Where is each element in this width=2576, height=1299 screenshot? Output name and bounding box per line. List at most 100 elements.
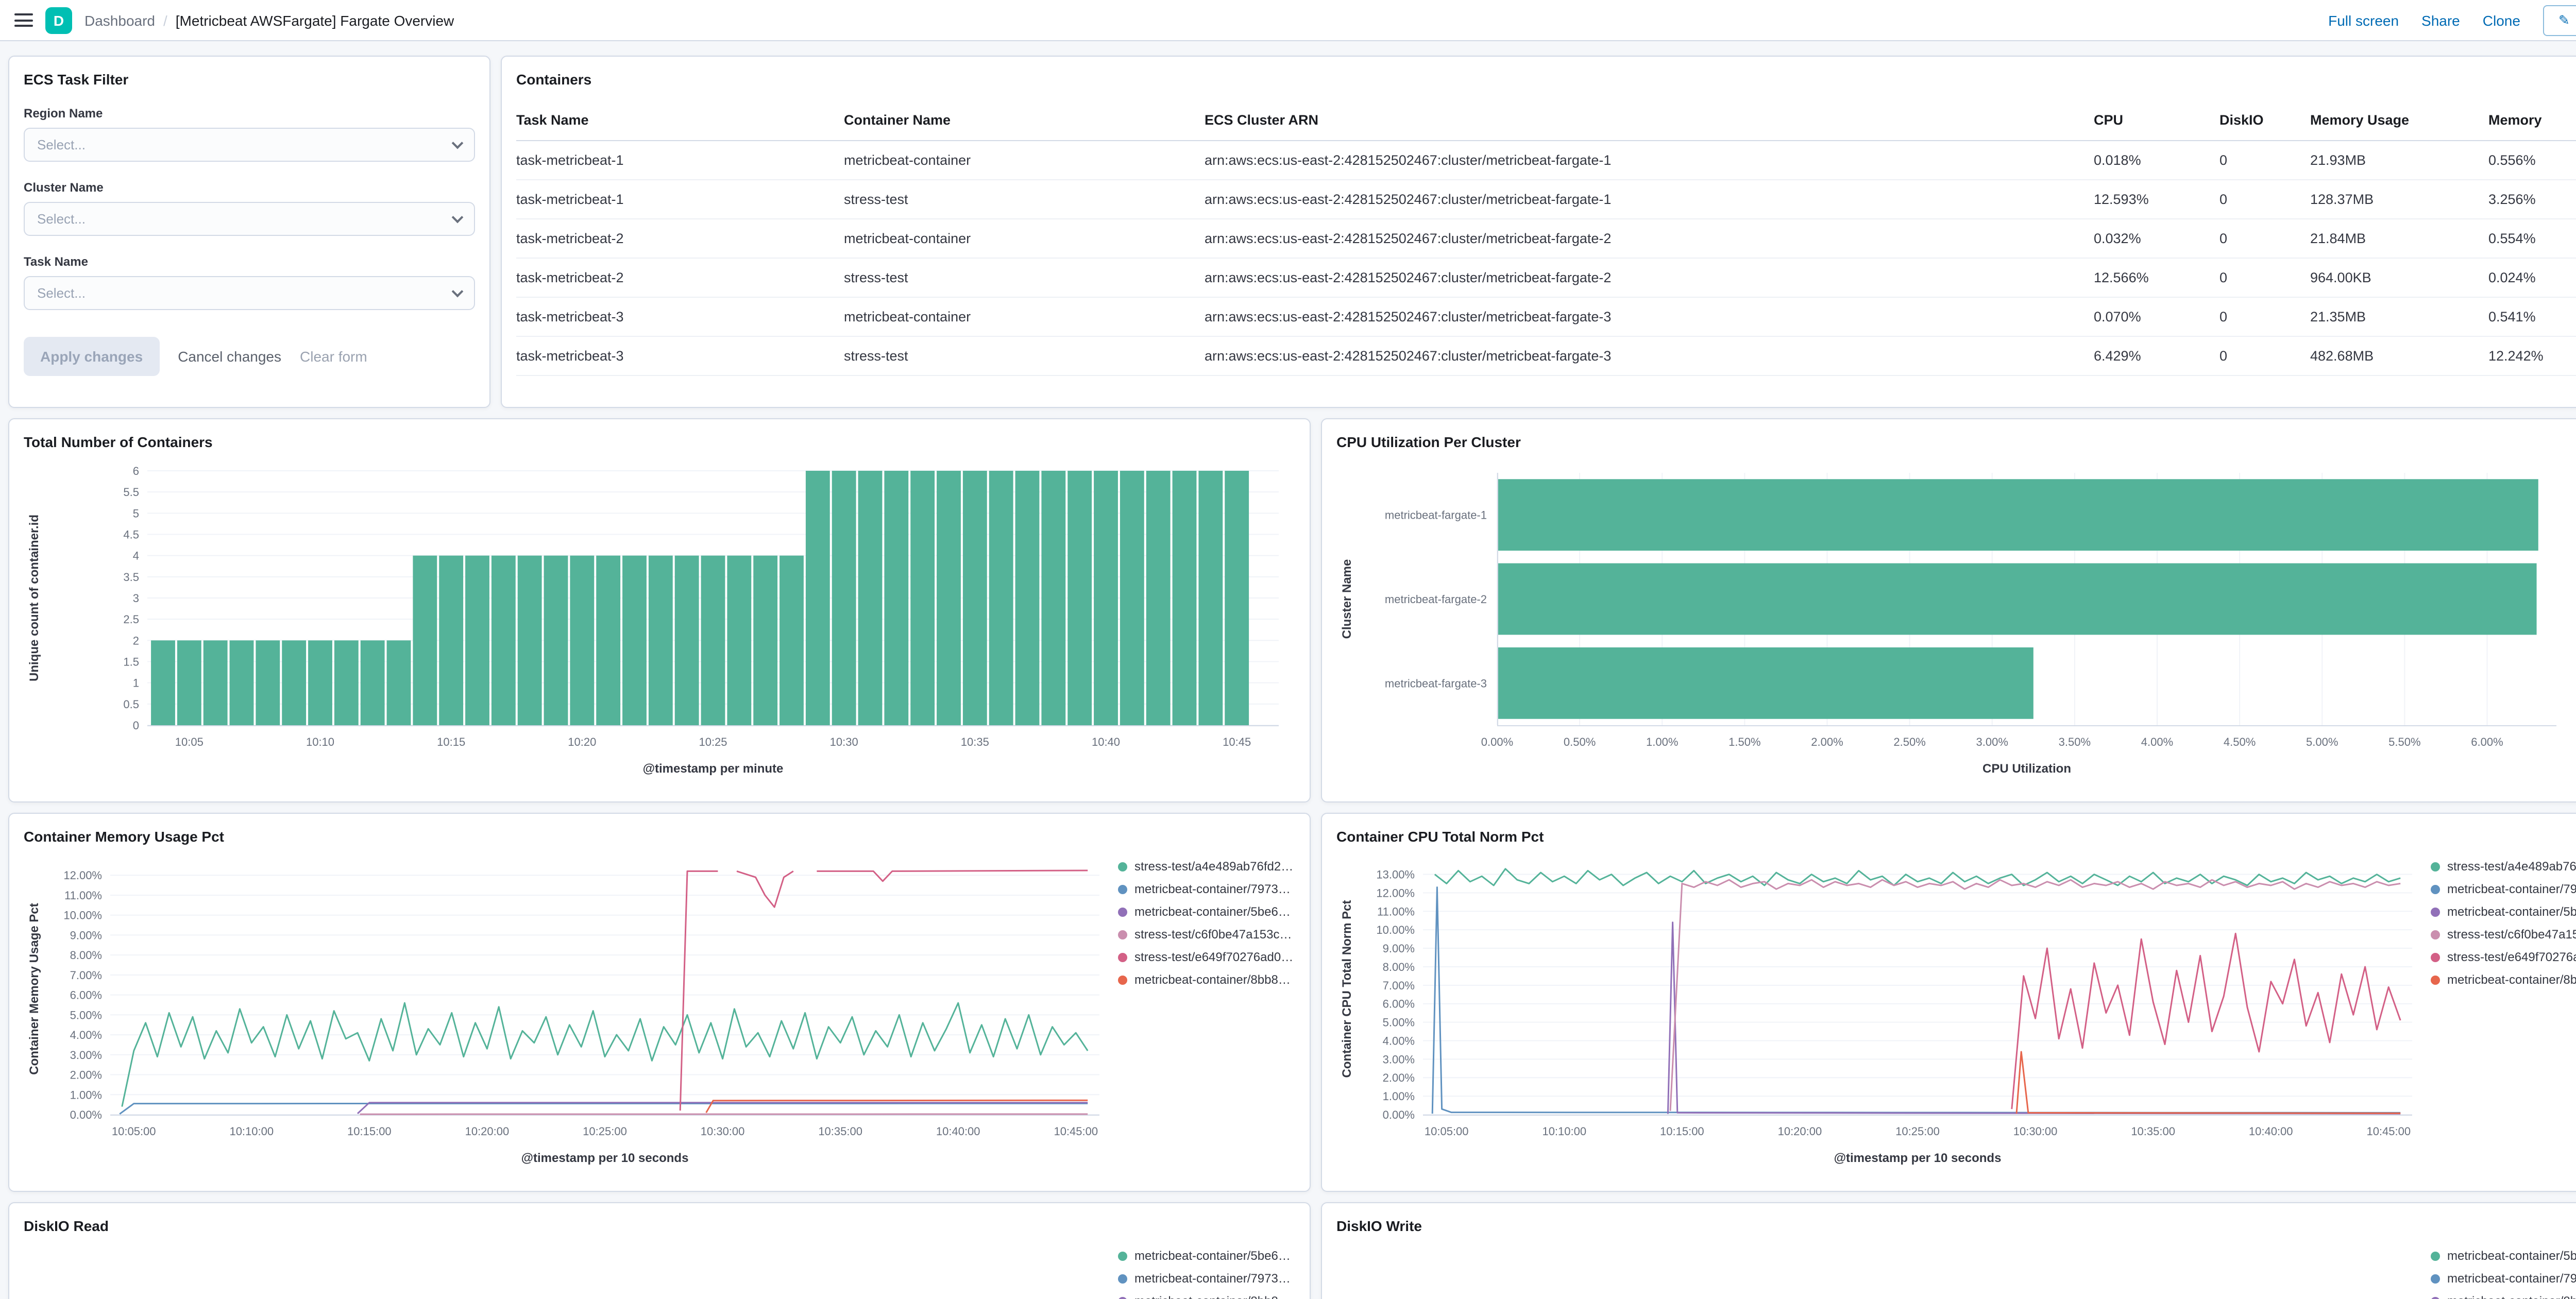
svg-text:@timestamp per 10 seconds: @timestamp per 10 seconds [521, 1151, 689, 1165]
container-cpu-chart[interactable]: 0.00% 1.00% 2.00% 3.00% 4.00% 5.00% 6.00% 7.00%… [1336, 849, 2425, 1172]
cancel-changes-button[interactable]: Cancel changes [178, 348, 281, 365]
svg-text:0.00%: 0.00% [1383, 1108, 1415, 1121]
svg-text:10:45:00: 10:45:00 [2366, 1125, 2411, 1138]
legend-item[interactable]: stress-test/c6f0be47a153c84… [1118, 927, 1295, 942]
legend-dot-icon [1118, 1296, 1127, 1299]
legend-label: stress-test/e649f70276ad0e2… [2447, 950, 2576, 964]
legend-item[interactable]: metricbeat-container/5be6b8… [2431, 1249, 2576, 1263]
svg-text:12.00%: 12.00% [1376, 886, 1415, 899]
share-link[interactable]: Share [2421, 12, 2460, 28]
legend-label: metricbeat-container/5be6b8… [1134, 1249, 1295, 1263]
menu-icon[interactable] [14, 13, 33, 27]
region-name-select[interactable]: Select... [24, 128, 475, 162]
svg-text:2.50%: 2.50% [1893, 736, 1925, 748]
legend-item[interactable]: stress-test/a4e489ab76fd2b… [2431, 859, 2576, 874]
svg-text:6.00%: 6.00% [70, 989, 102, 1002]
panel-title: ECS Task Filter [24, 71, 129, 88]
svg-text:10:25:00: 10:25:00 [1895, 1125, 1940, 1138]
cell: 0.556% [2488, 152, 2536, 168]
space-avatar[interactable]: D [45, 7, 72, 33]
legend-item[interactable]: stress-test/e649f70276ad0e2… [1118, 950, 1295, 964]
svg-text:1.00%: 1.00% [70, 1088, 102, 1101]
column-header[interactable]: Memory [2488, 112, 2542, 128]
panel-ecs-task-filter: ECS Task Filter Region Name Select... Cl… [8, 56, 490, 408]
task-name-select[interactable]: Select... [24, 276, 475, 310]
column-header[interactable]: ECS Cluster ARN [1205, 112, 1319, 128]
cell: stress-test [844, 348, 908, 364]
legend-dot-icon [2431, 884, 2440, 894]
svg-text:13.00%: 13.00% [1376, 868, 1415, 881]
cell: 128.37MB [2310, 192, 2374, 207]
total-containers-svg: 0 0.5 1 1.5 2 2.5 3 3.5 4 4.5 5 5.5 6 10:05 10:10 10:15… [27, 465, 1279, 776]
legend-label: metricbeat-container/5be6b8… [2447, 1249, 2576, 1263]
chart-legend: metricbeat-container/5be6b8… metricbeat-c… [1112, 1238, 1295, 1299]
svg-text:2.5: 2.5 [123, 613, 139, 626]
legend-item[interactable]: metricbeat-container/5be6b8… [1118, 904, 1295, 919]
full-screen-link[interactable]: Full screen [2328, 12, 2399, 28]
edit-button[interactable]: ✎ Edit [2543, 5, 2576, 36]
svg-text:10:45: 10:45 [1223, 736, 1251, 748]
svg-text:5.50%: 5.50% [2388, 736, 2420, 748]
top-nav: Full screen Share Clone ✎ Edit [2328, 5, 2576, 36]
task-name-label: Task Name [24, 254, 88, 269]
svg-text:1.00%: 1.00% [1383, 1090, 1415, 1103]
table-row: task-metricbeat-3 metricbeat-container arn… [516, 298, 2576, 337]
cell: metricbeat-container [844, 231, 971, 246]
column-header[interactable]: Container Name [844, 112, 951, 128]
apply-changes-button[interactable]: Apply changes [24, 337, 160, 376]
cell: arn:aws:ecs:us-east-2:428152502467:clust… [1205, 231, 1612, 246]
legend-item[interactable]: stress-test/a4e489ab76fd2b… [1118, 859, 1295, 874]
diskio-write-chart[interactable] [1336, 1238, 2425, 1299]
cpu-per-cluster-chart[interactable]: 0.00% 0.50% 1.00% 1.50% 2.00% 2.50% 3.00% 3.50%… [1336, 454, 2576, 783]
container-memory-chart[interactable]: 0.00% 1.00% 2.00% 3.00% 4.00% 5.00% 6.00% 7.00%… [24, 849, 1112, 1172]
svg-text:10:10:00: 10:10:00 [229, 1125, 274, 1138]
svg-text:10:10:00: 10:10:00 [1542, 1125, 1586, 1138]
svg-text:3.00%: 3.00% [70, 1049, 102, 1062]
clear-form-button[interactable]: Clear form [300, 348, 367, 365]
legend-item[interactable]: metricbeat-container/7973d4… [2431, 1271, 2576, 1286]
panel-container-cpu: Container CPU Total Norm Pct 0.00% 1.00% 2… [1321, 813, 2576, 1192]
series-line [357, 1102, 1088, 1115]
legend-label: stress-test/c6f0be47a153c84… [1134, 927, 1295, 942]
cell: 0.024% [2488, 270, 2536, 285]
breadcrumb-dashboard[interactable]: Dashboard [84, 12, 155, 28]
panel-total-containers: Total Number of Containers 0 0.5 1 1.5 2 2.5 3… [8, 418, 1311, 802]
breadcrumb-separator: / [163, 12, 167, 28]
legend-item[interactable]: metricbeat-container/8bb8a5… [1118, 1294, 1295, 1299]
column-header[interactable]: DiskIO [2219, 112, 2264, 128]
cell: 0 [2219, 192, 2228, 207]
legend-item[interactable]: stress-test/c6f0be47a153c84… [2431, 927, 2576, 942]
svg-text:10:15: 10:15 [437, 736, 465, 748]
legend-label: stress-test/a4e489ab76fd2b… [1134, 859, 1295, 874]
svg-text:10:30:00: 10:30:00 [2013, 1125, 2058, 1138]
legend-item[interactable]: metricbeat-container/7973d4… [1118, 1271, 1295, 1286]
legend-dot-icon [1118, 975, 1127, 984]
chevron-down-icon [451, 136, 464, 149]
svg-text:2: 2 [133, 634, 139, 647]
column-header[interactable]: CPU [2094, 112, 2124, 128]
diskio-read-chart[interactable] [24, 1238, 1112, 1299]
svg-text:10:15:00: 10:15:00 [1660, 1125, 1704, 1138]
legend-item[interactable]: stress-test/e649f70276ad0e2… [2431, 950, 2576, 964]
svg-text:1.5: 1.5 [123, 656, 139, 669]
legend-item[interactable]: metricbeat-container/8bb8a5… [2431, 972, 2576, 987]
svg-text:2.00%: 2.00% [70, 1069, 102, 1082]
total-containers-chart[interactable]: 0 0.5 1 1.5 2 2.5 3 3.5 4 4.5 5 5.5 6 10:05 10:10 10:15… [24, 454, 1295, 783]
legend-item[interactable]: metricbeat-container/5be6b8… [2431, 904, 2576, 919]
series-line [679, 869, 1088, 1111]
top-bar: D Dashboard / [Metricbeat AWSFargate] Fa… [0, 0, 2576, 41]
column-header[interactable]: Task Name [516, 112, 589, 128]
legend-item[interactable]: metricbeat-container/8bb8a5… [2431, 1294, 2576, 1299]
legend-item[interactable]: metricbeat-container/7973d4… [1118, 882, 1295, 896]
panel-container-memory: Container Memory Usage Pct 0.00% 1.00% 2.0… [8, 813, 1311, 1192]
cluster-name-select[interactable]: Select... [24, 202, 475, 236]
legend-dot-icon [2431, 862, 2440, 871]
legend-item[interactable]: metricbeat-container/8bb8a5… [1118, 972, 1295, 987]
svg-text:4.50%: 4.50% [2224, 736, 2256, 748]
svg-text:10:30:00: 10:30:00 [701, 1125, 745, 1138]
chevron-down-icon [451, 211, 464, 223]
legend-item[interactable]: metricbeat-container/7973d4… [2431, 882, 2576, 896]
column-header[interactable]: Memory Usage [2310, 112, 2410, 128]
legend-item[interactable]: metricbeat-container/5be6b8… [1118, 1249, 1295, 1263]
clone-link[interactable]: Clone [2482, 12, 2520, 28]
